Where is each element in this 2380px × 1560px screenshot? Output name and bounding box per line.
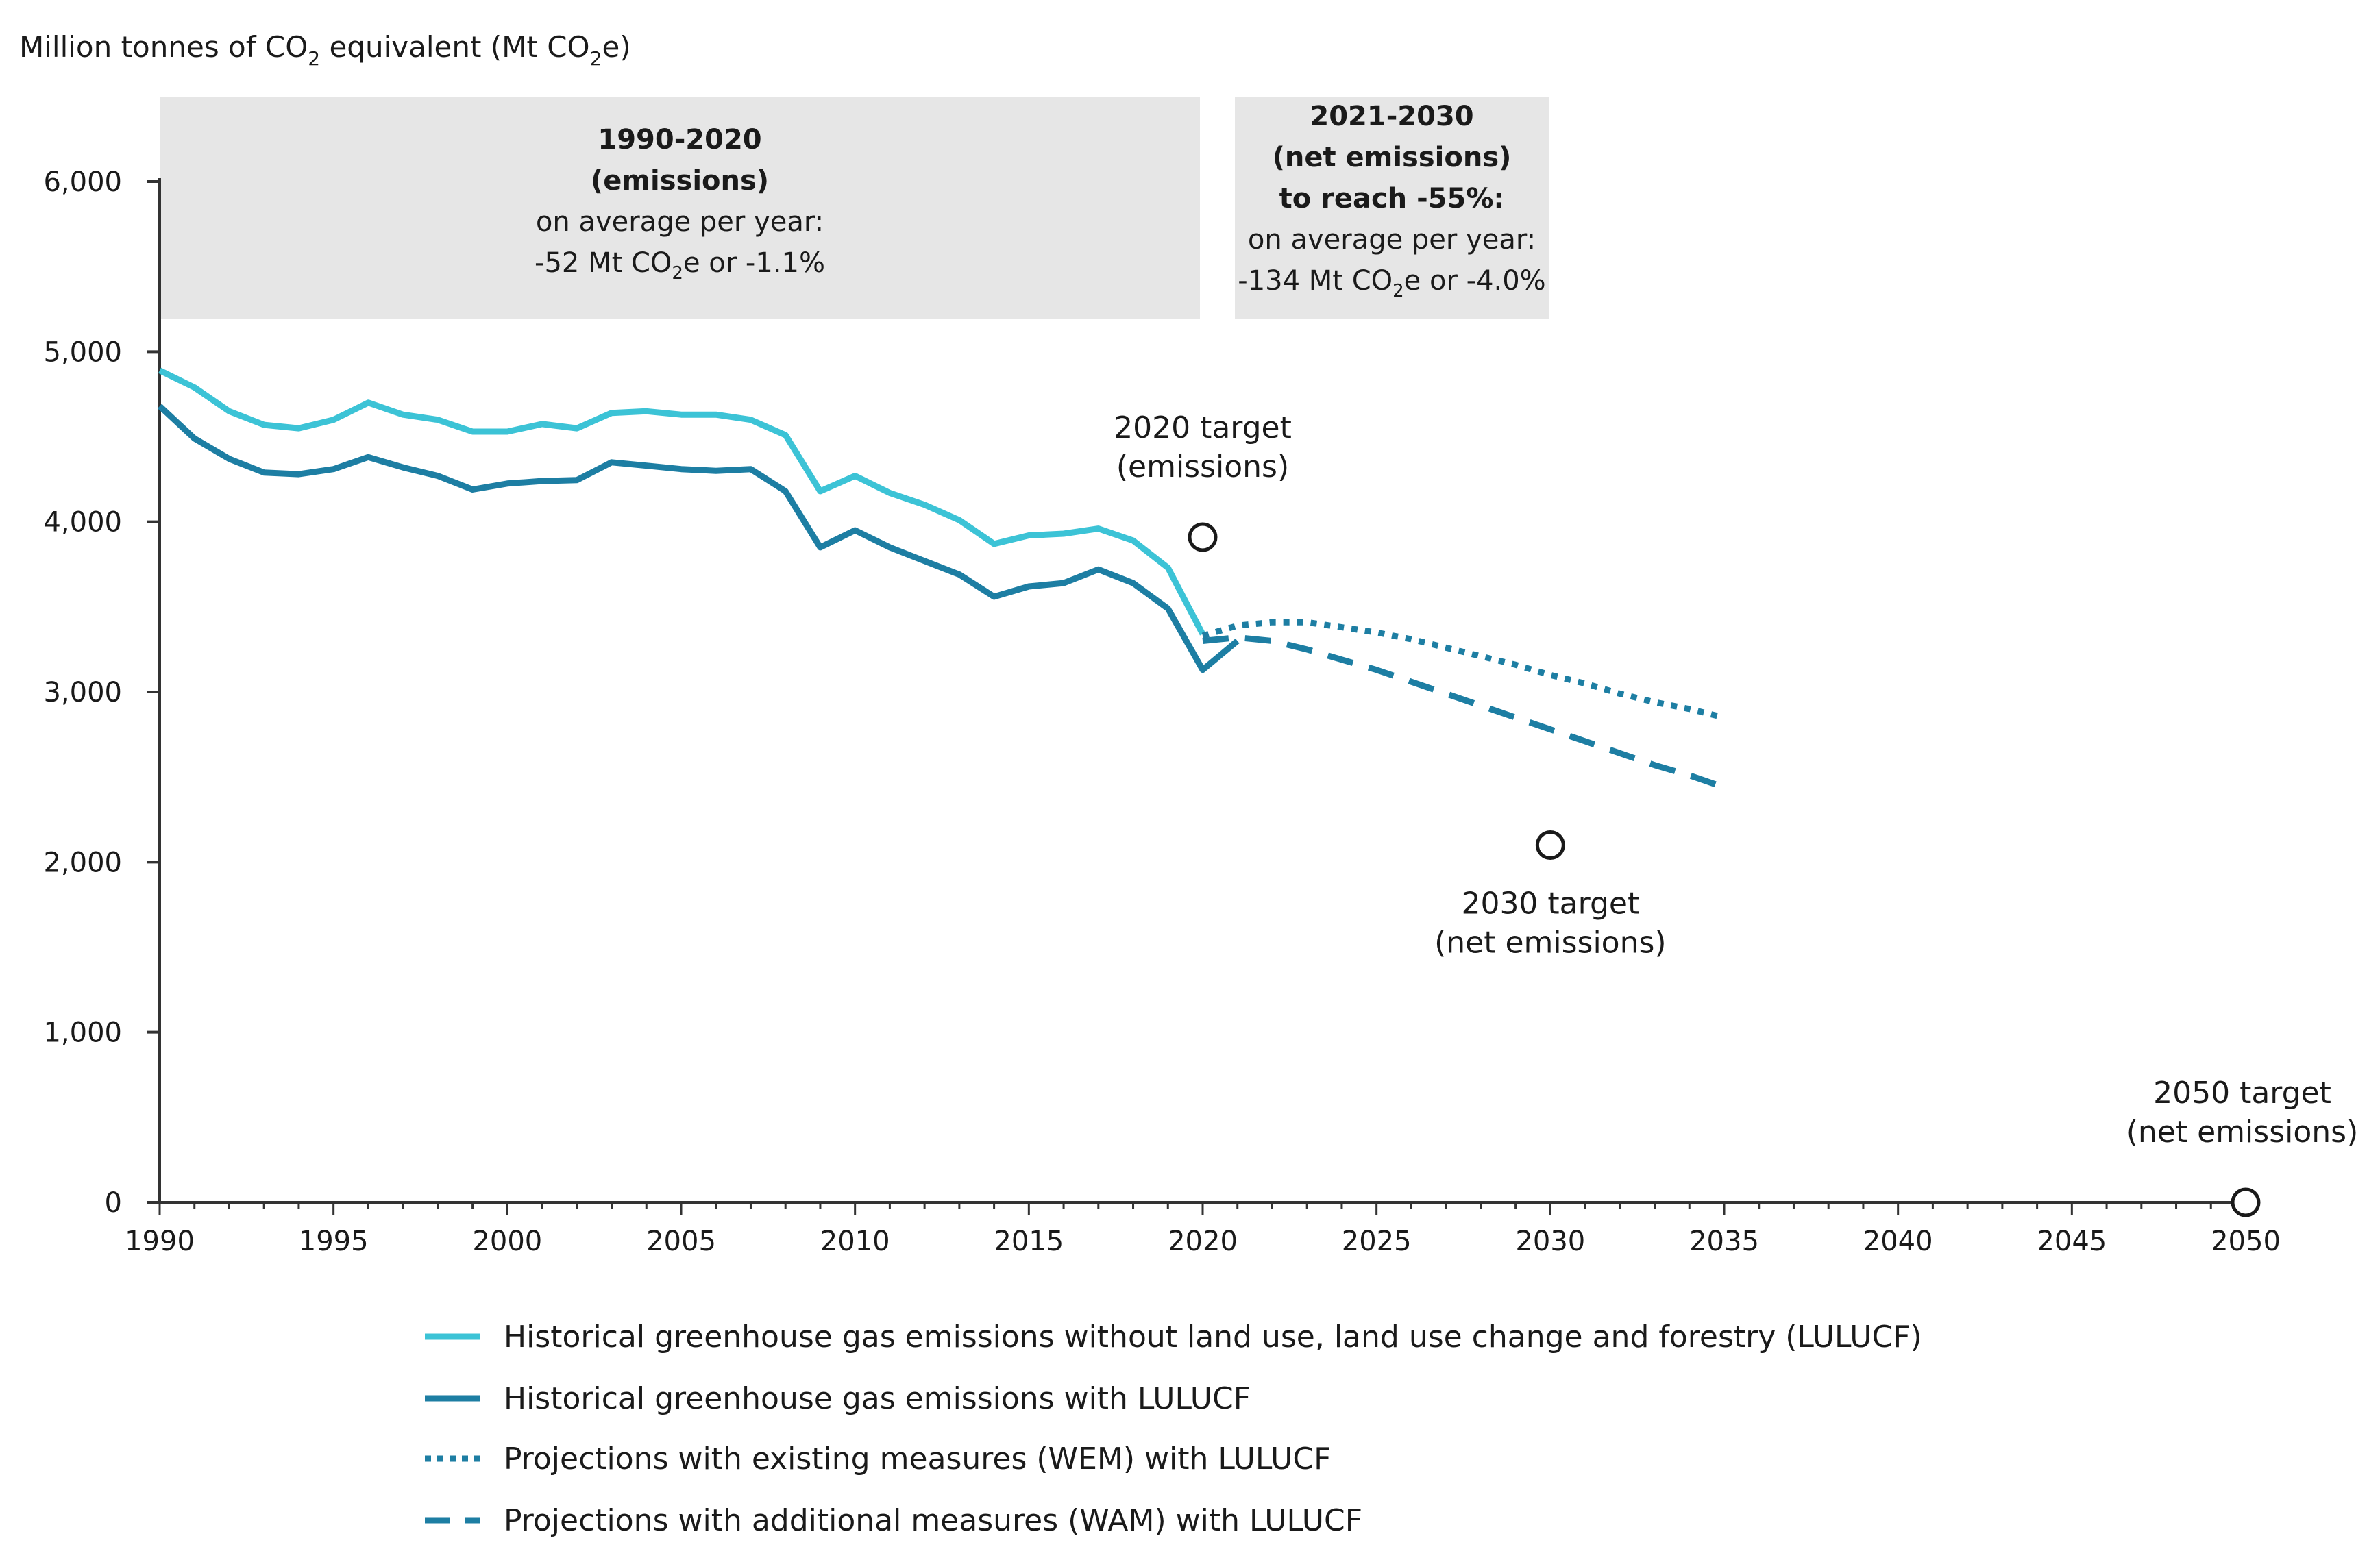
annotation-box-2021-2030-title3: to reach -55%: <box>1279 183 1505 214</box>
annotation-box-2021-2030-text1: on average per year: <box>1248 224 1536 256</box>
series-with-lulucf <box>157 404 1240 673</box>
target-2050-label-line1: 2050 target <box>2153 1076 2331 1111</box>
x-tick-label: 2040 <box>1863 1226 1933 1257</box>
y-tick-label: 3,000 <box>43 677 122 708</box>
y-axis-label-sub1: 2 <box>308 47 320 70</box>
target-2030-marker <box>1535 830 1565 860</box>
x-tick-label: 2045 <box>2037 1226 2107 1257</box>
axes <box>147 178 2249 1215</box>
x-tick-label: 2030 <box>1515 1226 1585 1257</box>
x-tick-label: 2010 <box>820 1226 890 1257</box>
y-tick-label: 4,000 <box>43 507 122 538</box>
x-tick-label: 2015 <box>994 1226 1064 1257</box>
annotation-box-1990-2020: 1990-2020 (emissions) on average per yea… <box>160 97 1200 319</box>
annotation-box-1990-2020-text2: -52 Mt CO2e or -1.1% <box>535 247 825 284</box>
series-wem-projection <box>1201 619 1726 721</box>
target-2020-marker <box>1188 522 1218 552</box>
annotation-box-2021-2030-text2-a: -134 Mt CO <box>1238 265 1393 297</box>
target-2030-label-line1: 2030 target <box>1461 887 1639 921</box>
annotation-box-2021-2030-text2: -134 Mt CO2e or -4.0% <box>1238 265 1545 301</box>
y-tick-label: 5,000 <box>43 336 122 368</box>
legend-item-with-lulucf: Historical greenhouse gas emissions with… <box>425 1381 1251 1416</box>
target-2050-marker <box>2231 1187 2261 1217</box>
legend-item-wem: Projections with existing measures (WEM)… <box>425 1441 1331 1476</box>
x-tick-label: 1995 <box>299 1226 369 1257</box>
annotation-box-1990-2020-text1: on average per year: <box>536 206 824 238</box>
x-tick-label: 2005 <box>646 1226 716 1257</box>
legend: Historical greenhouse gas emissions with… <box>425 1320 1922 1538</box>
target-2020-label-line2: (emissions) <box>1116 449 1289 484</box>
annotation-box-2021-2030-text2-b: e or -4.0% <box>1404 265 1546 297</box>
target-2050-label-line2: (net emissions) <box>2126 1115 2359 1150</box>
annotation-box-1990-2020-text2-b: e or -1.1% <box>683 247 825 279</box>
y-axis-label-part2: equivalent (Mt CO <box>320 30 590 64</box>
annotation-box-2021-2030-title2: (net emissions) <box>1273 142 1512 173</box>
x-tick-label: 2050 <box>2211 1226 2281 1257</box>
annotation-box-2021-2030-background <box>1235 97 1549 319</box>
target-2030-label-line2: (net emissions) <box>1434 926 1667 961</box>
y-tick-label: 1,000 <box>43 1017 122 1049</box>
y-axis-label-part1: Million tonnes of CO <box>19 30 308 64</box>
legend-label-without-lulucf: Historical greenhouse gas emissions with… <box>504 1320 1922 1354</box>
legend-label-wam: Projections with additional measures (WA… <box>504 1503 1362 1538</box>
x-tick-label: 2000 <box>472 1226 542 1257</box>
series-without-lulucf <box>158 367 1205 636</box>
annotation-box-1990-2020-title2: (emissions) <box>591 165 769 197</box>
legend-item-without-lulucf: Historical greenhouse gas emissions with… <box>425 1320 1922 1354</box>
x-tick-label: 2035 <box>1689 1226 1759 1257</box>
y-axis-label-part3: e) <box>602 30 630 64</box>
annotation-box-1990-2020-text2-a: -52 Mt CO <box>535 247 672 279</box>
annotation-box-1990-2020-text2-sub: 2 <box>672 263 683 284</box>
y-tick-label: 0 <box>105 1187 122 1219</box>
target-2020-label-line1: 2020 target <box>1114 410 1292 445</box>
y-tick-label: 2,000 <box>43 847 122 878</box>
x-tick-label: 1990 <box>125 1226 195 1257</box>
x-tick-label: 2020 <box>1168 1226 1238 1257</box>
tick-labels: 0 1,000 2,000 3,000 4,000 5,000 6,000 1990 1995 2… <box>43 166 2280 1257</box>
legend-label-wem: Projections with existing measures (WEM)… <box>504 1441 1331 1476</box>
annotation-box-1990-2020-background <box>160 97 1200 319</box>
annotation-box-2021-2030: 2021-2030 (net emissions) to reach -55%:… <box>1235 97 1549 319</box>
x-tick-label: 2025 <box>1342 1226 1412 1257</box>
series-wam-projection <box>1202 634 1726 791</box>
legend-label-with-lulucf: Historical greenhouse gas emissions with… <box>504 1381 1251 1416</box>
target-markers: 2020 target (emissions) 2030 target (net em… <box>1114 410 2359 1217</box>
annotation-box-2021-2030-text2-sub: 2 <box>1393 281 1404 301</box>
y-axis-label: Million tonnes of CO2 equivalent (Mt CO2… <box>19 30 631 70</box>
y-axis-label-sub2: 2 <box>590 47 602 70</box>
annotation-box-2021-2030-title1: 2021-2030 <box>1310 101 1473 132</box>
series-lines <box>157 367 1726 791</box>
legend-item-wam: Projections with additional measures (WA… <box>425 1503 1362 1538</box>
annotation-box-1990-2020-title1: 1990-2020 <box>598 124 761 156</box>
y-tick-label: 6,000 <box>43 166 122 198</box>
